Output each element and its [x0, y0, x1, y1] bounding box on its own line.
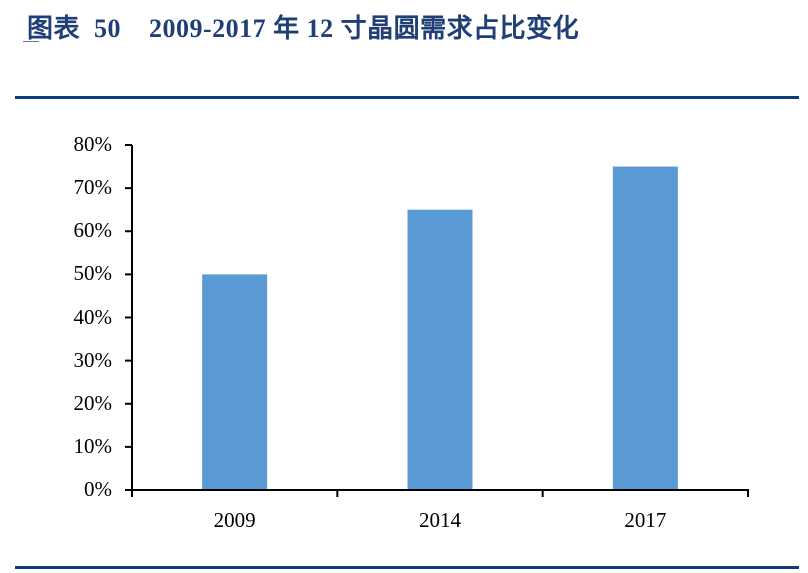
y-tick-label: 40% — [73, 304, 113, 329]
bottom-divider — [15, 566, 799, 569]
bar-2017 — [612, 166, 678, 490]
y-tick-label: 0% — [84, 477, 112, 501]
chart-axes — [125, 144, 749, 497]
bar-2014 — [407, 209, 473, 490]
y-tick-label: 60% — [73, 218, 113, 243]
bar-series — [202, 166, 678, 490]
y-tick-label: 50% — [73, 261, 113, 286]
y-tick-label: 20% — [73, 390, 113, 415]
y-tick-label: 70% — [73, 175, 113, 200]
figure-title: 图表 50 2009-2017 年 12 寸晶圆需求占比变化 — [27, 14, 580, 43]
title-underline-mark — [23, 41, 39, 42]
y-tick-label: 10% — [73, 433, 113, 458]
top-divider — [15, 96, 799, 99]
x-tick-label: 2009 — [213, 508, 256, 532]
bar-2009 — [202, 274, 268, 490]
y-tick-label: 80% — [73, 132, 113, 156]
y-tick-label: 30% — [73, 347, 113, 372]
x-tick-label: 2017 — [624, 508, 667, 532]
x-tick-label: 2014 — [419, 508, 461, 532]
